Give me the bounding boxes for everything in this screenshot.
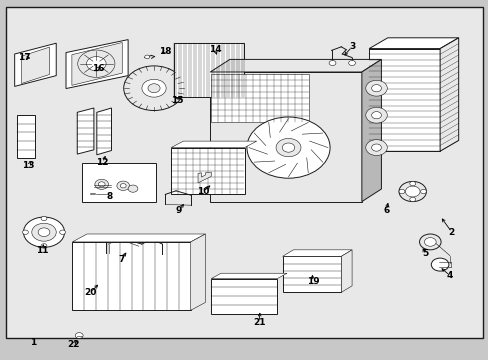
Circle shape	[38, 228, 50, 237]
Text: 10: 10	[196, 187, 209, 196]
Text: 16: 16	[91, 64, 104, 73]
Bar	[282, 256, 341, 292]
Text: 1: 1	[30, 338, 36, 347]
Text: 4: 4	[446, 271, 452, 280]
Circle shape	[275, 139, 300, 157]
Circle shape	[23, 217, 64, 247]
Bar	[17, 115, 35, 158]
Polygon shape	[368, 38, 458, 49]
Circle shape	[398, 189, 404, 194]
Polygon shape	[97, 108, 111, 155]
Text: 5: 5	[422, 249, 427, 258]
Polygon shape	[341, 250, 351, 292]
Text: 11: 11	[36, 247, 49, 256]
Polygon shape	[77, 108, 94, 154]
Circle shape	[348, 60, 355, 66]
Polygon shape	[15, 43, 56, 86]
Text: 22: 22	[67, 340, 80, 348]
Circle shape	[86, 57, 106, 71]
Polygon shape	[72, 42, 122, 85]
Circle shape	[420, 189, 426, 194]
Polygon shape	[198, 172, 211, 183]
Circle shape	[95, 179, 108, 189]
Circle shape	[98, 182, 105, 187]
Text: 17: 17	[18, 53, 31, 62]
Circle shape	[371, 112, 381, 119]
Circle shape	[22, 230, 28, 234]
Text: 3: 3	[348, 42, 354, 51]
Bar	[173, 43, 244, 97]
Circle shape	[32, 223, 56, 241]
Text: 2: 2	[448, 228, 454, 237]
Circle shape	[424, 238, 435, 246]
Polygon shape	[171, 141, 256, 148]
Circle shape	[128, 185, 138, 192]
Circle shape	[282, 143, 294, 152]
Polygon shape	[361, 59, 381, 202]
Circle shape	[41, 244, 47, 248]
Bar	[368, 49, 439, 151]
Polygon shape	[210, 59, 381, 72]
Bar	[210, 72, 361, 202]
Circle shape	[41, 216, 47, 221]
Circle shape	[430, 258, 448, 271]
Circle shape	[365, 140, 386, 156]
Circle shape	[328, 60, 335, 66]
Text: 14: 14	[208, 45, 221, 54]
Polygon shape	[211, 273, 286, 279]
Polygon shape	[190, 234, 205, 310]
Text: 6: 6	[383, 206, 388, 215]
Polygon shape	[66, 40, 128, 89]
Circle shape	[365, 107, 386, 123]
Circle shape	[120, 184, 126, 188]
Circle shape	[409, 181, 415, 186]
Text: 18: 18	[159, 47, 171, 56]
Polygon shape	[282, 250, 351, 256]
Bar	[82, 163, 156, 202]
Bar	[72, 242, 190, 310]
Text: 19: 19	[306, 277, 319, 286]
Text: 9: 9	[175, 206, 182, 215]
Circle shape	[371, 144, 381, 151]
Polygon shape	[21, 47, 49, 84]
Text: 21: 21	[252, 318, 265, 327]
Circle shape	[75, 333, 83, 338]
Text: 13: 13	[22, 161, 35, 170]
Circle shape	[142, 79, 166, 97]
Circle shape	[365, 80, 386, 96]
Circle shape	[405, 186, 419, 197]
Circle shape	[409, 197, 415, 202]
Circle shape	[78, 50, 115, 77]
Bar	[211, 74, 308, 122]
Polygon shape	[72, 234, 205, 242]
Text: 20: 20	[84, 288, 97, 297]
Circle shape	[144, 55, 149, 59]
Circle shape	[148, 84, 160, 93]
Text: 8: 8	[107, 192, 113, 201]
Circle shape	[60, 230, 65, 234]
Circle shape	[117, 181, 129, 190]
Circle shape	[123, 66, 184, 111]
Circle shape	[246, 117, 329, 178]
Circle shape	[419, 234, 440, 250]
Circle shape	[398, 181, 426, 202]
Text: 12: 12	[96, 158, 109, 167]
Bar	[211, 279, 277, 314]
Bar	[171, 148, 244, 194]
Text: 7: 7	[118, 255, 124, 264]
Polygon shape	[439, 38, 458, 151]
Circle shape	[371, 85, 381, 92]
Text: 15: 15	[170, 96, 183, 105]
